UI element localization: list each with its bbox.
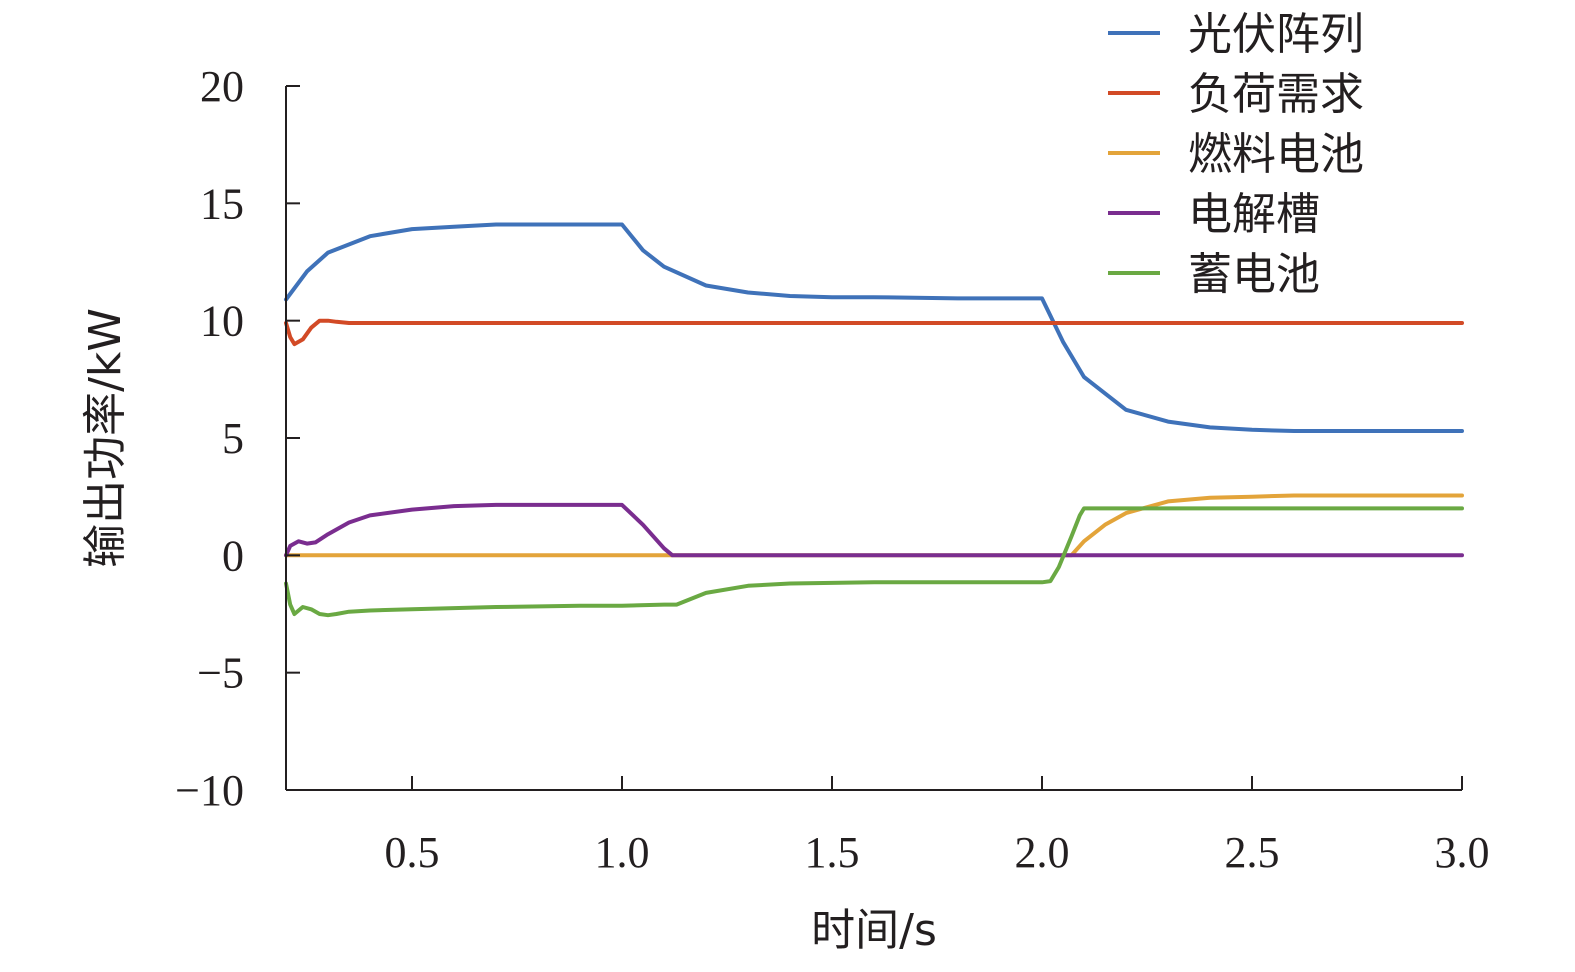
y-tick-label: 15 [200,179,244,228]
series-line [284,502,1464,558]
y-axis-title: 输出功率/kW [80,308,131,568]
legend-label: 光伏阵列 [1188,9,1364,60]
x-tick-label: 1.0 [595,828,650,877]
series-layer [284,222,1464,618]
x-tick-label: 3.0 [1435,828,1490,877]
tick-labels: −10 −5 0 5 10 15 20 0.5 1.0 1.5 2.0 2.5 3.0 [175,62,1489,877]
series-line [284,222,1464,433]
series-line [284,318,1464,347]
y-tick-label: 10 [200,297,244,346]
x-axis-title: 时间/s [811,905,937,956]
x-tick-label: 2.5 [1225,828,1280,877]
x-tick-label: 1.5 [805,828,860,877]
legend-label: 燃料电池 [1188,129,1364,180]
y-tick-label: −5 [197,649,244,698]
axes [285,85,1463,791]
legend-label: 蓄电池 [1188,249,1320,300]
legend-label: 电解槽 [1188,189,1320,240]
x-tick-label: 2.0 [1015,828,1070,877]
y-tick-label: −10 [175,766,244,815]
y-tick-label: 20 [200,62,244,111]
series-line [284,506,1464,618]
y-tick-label: 5 [222,414,244,463]
legend-label: 负荷需求 [1188,69,1364,120]
x-tick-label: 0.5 [385,828,440,877]
y-tick-label: 0 [222,531,244,580]
